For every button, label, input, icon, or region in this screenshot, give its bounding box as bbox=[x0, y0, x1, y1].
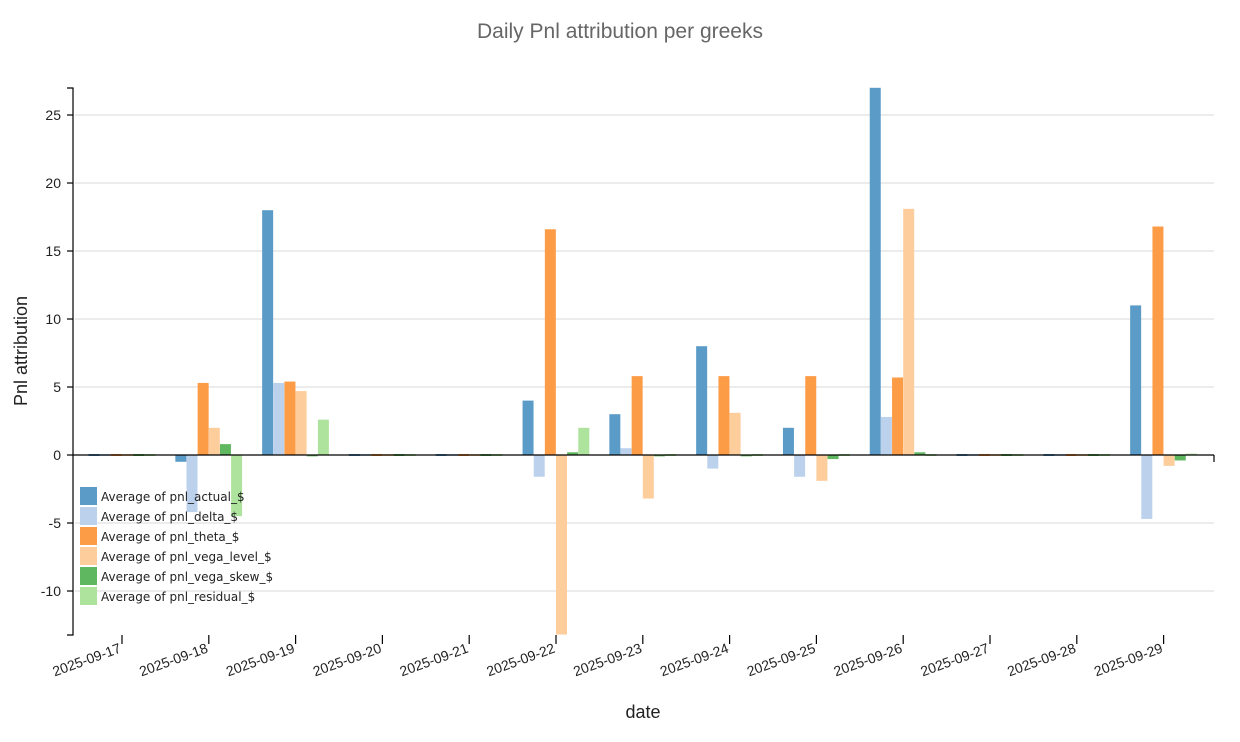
legend-swatch bbox=[80, 547, 97, 565]
legend-label: Average of pnl_theta_$ bbox=[101, 530, 239, 544]
bar bbox=[653, 455, 665, 457]
y-tick-label: -10 bbox=[41, 583, 61, 599]
bar bbox=[1141, 455, 1153, 519]
x-tick-label: 2025-09-18 bbox=[137, 640, 210, 680]
y-tick-label: 5 bbox=[53, 379, 61, 395]
bar bbox=[578, 427, 590, 455]
y-ticks: -10 -5 0 5 10 15 20 25 bbox=[41, 107, 73, 599]
legend-label: Average of pnl_actual_$ bbox=[101, 490, 245, 504]
bar bbox=[567, 452, 579, 455]
legend-label: Average of pnl_vega_level_$ bbox=[101, 550, 272, 564]
bar bbox=[231, 455, 243, 517]
bar bbox=[197, 382, 209, 455]
legend-label: Average of pnl_delta_$ bbox=[101, 510, 238, 524]
bar bbox=[219, 444, 231, 455]
legend-swatch bbox=[80, 527, 97, 545]
y-tick-label: 20 bbox=[45, 175, 61, 191]
bar bbox=[273, 382, 285, 455]
x-tick-label: 2025-09-25 bbox=[745, 640, 818, 680]
bar bbox=[794, 455, 806, 477]
bar bbox=[892, 377, 904, 455]
bar bbox=[620, 448, 632, 455]
legend-label: Average of pnl_residual_$ bbox=[101, 590, 255, 604]
bar bbox=[869, 87, 881, 456]
x-tick-label: 2025-09-21 bbox=[397, 640, 470, 680]
bar bbox=[805, 376, 817, 455]
x-tick-label: 2025-09-17 bbox=[50, 640, 123, 680]
axes bbox=[67, 87, 1214, 636]
bar bbox=[827, 455, 839, 460]
bar bbox=[262, 210, 274, 455]
y-tick-label: 15 bbox=[45, 243, 61, 259]
bar bbox=[1174, 455, 1186, 461]
legend-swatch bbox=[80, 487, 97, 505]
bar bbox=[718, 376, 730, 455]
legend-label: Average of pnl_vega_skew_$ bbox=[101, 570, 273, 584]
bar bbox=[544, 229, 556, 455]
y-axis-line bbox=[67, 87, 74, 636]
legend: Average of pnl_actual_$ Average of pnl_de… bbox=[80, 487, 273, 605]
bar bbox=[696, 346, 708, 455]
legend-swatch bbox=[80, 507, 97, 525]
bar bbox=[880, 416, 892, 455]
bar bbox=[284, 381, 296, 455]
x-tick-label: 2025-09-20 bbox=[311, 640, 384, 680]
x-tick-label: 2025-09-23 bbox=[571, 640, 644, 680]
x-axis-label: date bbox=[625, 702, 660, 722]
x-tick-label: 2025-09-22 bbox=[484, 640, 557, 680]
bar bbox=[1130, 305, 1142, 455]
legend-swatch bbox=[80, 587, 97, 605]
bar bbox=[816, 455, 828, 481]
x-tick-label: 2025-09-29 bbox=[1092, 640, 1165, 680]
x-tick-label: 2025-09-24 bbox=[658, 640, 731, 680]
x-tick-label: 2025-09-27 bbox=[918, 640, 991, 680]
x-tick-label: 2025-09-26 bbox=[831, 640, 904, 680]
bar bbox=[1185, 453, 1197, 455]
bar bbox=[914, 452, 926, 455]
bar bbox=[175, 455, 187, 462]
x-ticks: 2025-09-17 2025-09-18 2025-09-19 2025-09-20… bbox=[50, 455, 1215, 680]
bar bbox=[317, 419, 329, 455]
bar bbox=[903, 208, 915, 455]
bar bbox=[740, 455, 752, 457]
bar bbox=[707, 455, 719, 469]
bar bbox=[1163, 455, 1175, 466]
y-axis-label: Pnl attribution bbox=[11, 296, 31, 406]
bar bbox=[782, 427, 794, 455]
y-tick-label: 25 bbox=[45, 107, 61, 123]
bar bbox=[631, 376, 643, 455]
bar bbox=[533, 455, 545, 477]
bar bbox=[295, 391, 307, 455]
bar bbox=[1152, 226, 1164, 455]
bar bbox=[186, 455, 198, 513]
bar bbox=[522, 400, 534, 455]
bar bbox=[729, 412, 741, 455]
gridlines bbox=[75, 114, 1214, 592]
legend-swatch bbox=[80, 567, 97, 585]
bar bbox=[208, 427, 220, 455]
y-tick-label: -5 bbox=[49, 515, 62, 531]
chart-title: Daily Pnl attribution per greeks bbox=[477, 20, 763, 43]
bar bbox=[556, 455, 567, 635]
bar bbox=[306, 455, 318, 457]
bar bbox=[609, 414, 621, 455]
bar bbox=[642, 455, 654, 499]
x-tick-label: 2025-09-19 bbox=[224, 640, 297, 680]
y-tick-label: 0 bbox=[53, 447, 61, 463]
x-tick-label: 2025-09-28 bbox=[1005, 640, 1078, 680]
y-tick-label: 10 bbox=[45, 311, 61, 327]
